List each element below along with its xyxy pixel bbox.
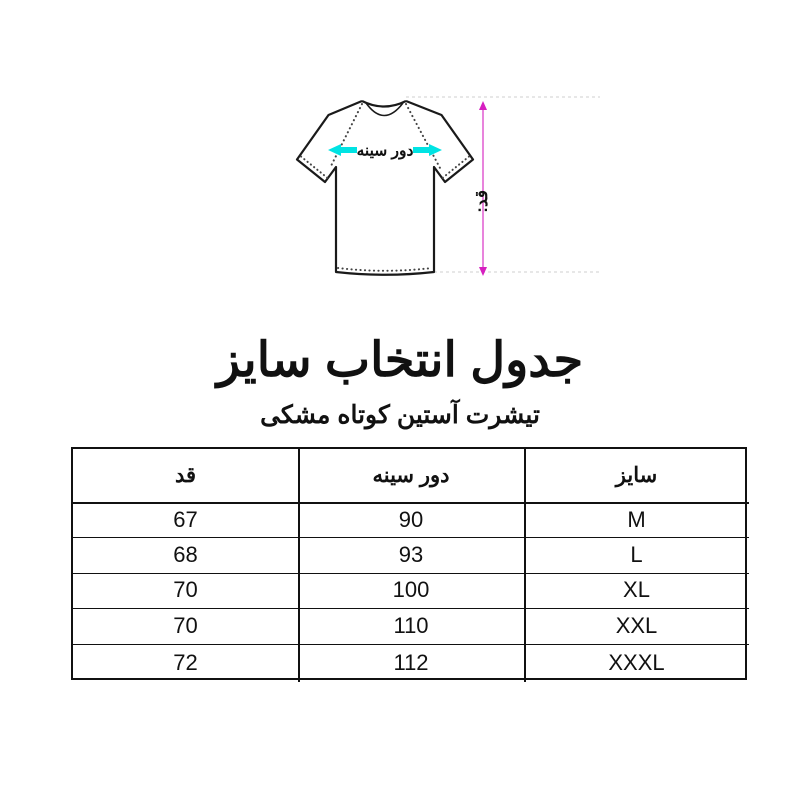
svg-text:دور سینه: دور سینه: [357, 143, 414, 161]
